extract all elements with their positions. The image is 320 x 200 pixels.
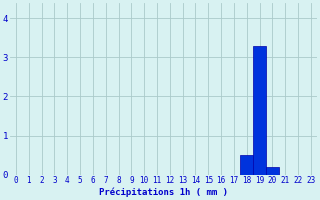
Bar	[266, 167, 279, 175]
X-axis label: Précipitations 1h ( mm ): Précipitations 1h ( mm )	[99, 188, 228, 197]
Bar	[240, 155, 253, 175]
Bar	[253, 46, 266, 175]
